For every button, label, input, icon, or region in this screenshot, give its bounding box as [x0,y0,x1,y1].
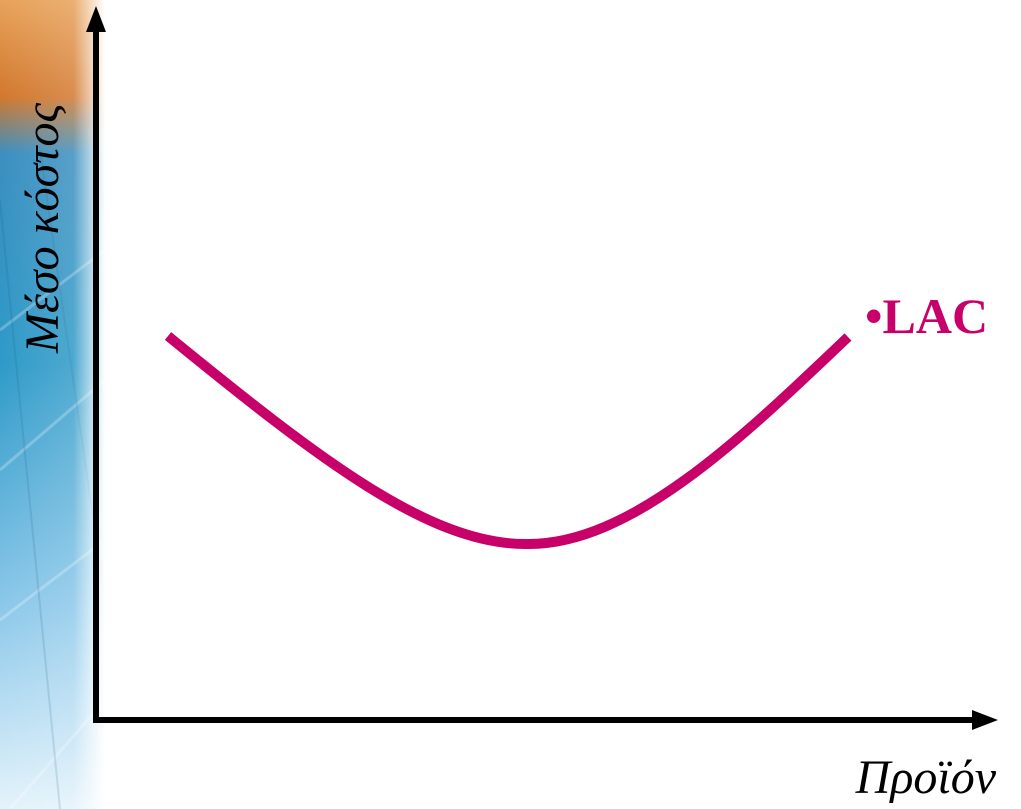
lac-curve [164,332,852,550]
lac-curve-label: •LAC [865,288,988,344]
x-axis-arrowhead [972,710,998,730]
x-axis-label: Προϊόν [855,751,997,804]
decorative-side-strip [0,0,105,809]
y-axis-arrowhead [86,6,106,32]
y-axis-label: Μέσο κόστος [16,103,69,354]
